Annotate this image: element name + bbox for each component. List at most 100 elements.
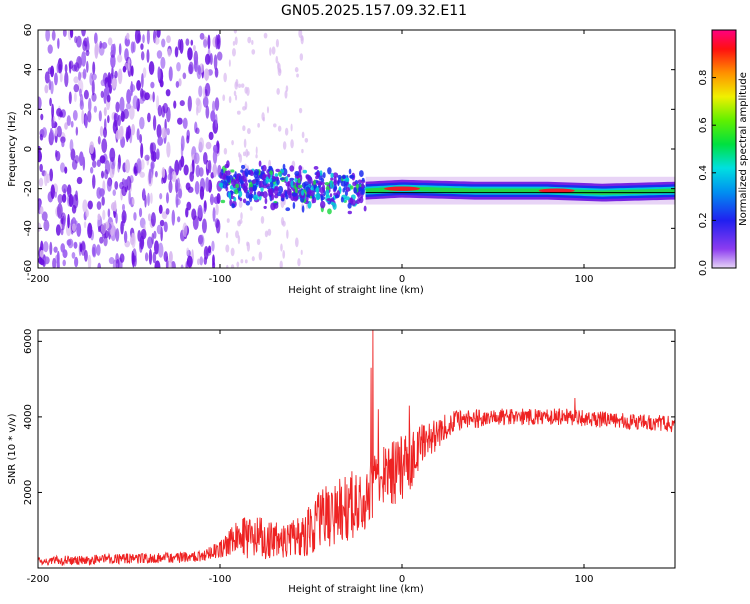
- band-blob: [238, 190, 243, 198]
- noise-blob: [214, 218, 220, 229]
- noise-speck: [277, 67, 282, 77]
- band-blob: [326, 198, 332, 202]
- noise-blob: [216, 192, 221, 204]
- band-blob: [327, 167, 332, 175]
- noise-blob: [81, 30, 86, 37]
- noise-blob: [140, 43, 144, 50]
- noise-blob: [212, 207, 216, 222]
- x-tick-label: 0: [399, 274, 405, 285]
- noise-blob: [73, 76, 79, 84]
- noise-blob: [191, 208, 197, 221]
- noise-blob: [85, 60, 89, 73]
- noise-blob: [156, 30, 161, 39]
- noise-blob: [39, 206, 44, 215]
- noise-blob: [54, 72, 58, 86]
- noise-blob: [50, 184, 55, 200]
- noise-blob: [78, 151, 84, 167]
- noise-blob: [43, 219, 50, 232]
- noise-blob: [115, 258, 120, 268]
- noise-blob: [104, 169, 109, 180]
- noise-blob: [38, 222, 42, 232]
- noise-speck: [243, 138, 247, 149]
- noise-blob: [117, 114, 121, 127]
- noise-blob: [150, 192, 153, 204]
- noise-blob: [64, 166, 68, 174]
- noise-blob: [96, 201, 102, 210]
- noise-speck: [246, 241, 249, 247]
- noise-blob: [165, 208, 170, 215]
- noise-blob: [124, 159, 131, 174]
- noise-blob: [180, 155, 185, 168]
- noise-blob: [216, 51, 223, 61]
- noise-blob: [166, 106, 171, 123]
- noise-blob: [56, 203, 63, 219]
- noise-blob: [41, 211, 48, 222]
- noise-blob: [195, 164, 201, 178]
- band-blob: [330, 177, 334, 181]
- noise-speck: [296, 73, 299, 78]
- band-blob: [253, 194, 259, 201]
- band-blob: [227, 191, 232, 199]
- noise-blob: [130, 41, 135, 54]
- band-blob: [345, 196, 350, 201]
- band-blob: [272, 175, 276, 180]
- band-blob: [297, 178, 301, 184]
- noise-blob: [139, 171, 145, 178]
- noise-blob: [152, 151, 157, 163]
- band-blob: [243, 186, 248, 194]
- noise-speck: [246, 86, 250, 96]
- noise-blob: [197, 65, 201, 75]
- noise-blob: [98, 225, 101, 233]
- noise-blob: [152, 91, 155, 103]
- noise-blob: [61, 193, 67, 203]
- band-blob: [349, 185, 354, 190]
- band-blob: [325, 189, 330, 198]
- noise-blob: [59, 72, 63, 83]
- band-blob: [236, 173, 240, 181]
- noise-blob: [43, 256, 50, 265]
- noise-blob: [71, 223, 77, 232]
- band-blob: [329, 193, 333, 198]
- noise-blob: [196, 258, 201, 266]
- noise-blob: [106, 94, 111, 103]
- noise-blob: [51, 119, 55, 128]
- noise-blob: [203, 207, 206, 214]
- noise-blob: [177, 216, 181, 223]
- heatmap-x-axis: -200 -100 0 100: [27, 30, 594, 285]
- noise-blob: [204, 53, 211, 65]
- colorbar-tick-label: 0.2: [698, 212, 709, 228]
- noise-blob: [110, 54, 116, 69]
- noise-blob: [136, 158, 142, 173]
- noise-blob: [114, 119, 118, 127]
- band-blob: [251, 179, 257, 185]
- noise-blob: [87, 254, 92, 268]
- noise-speck: [257, 123, 260, 128]
- band-blob: [333, 179, 338, 186]
- band-blob: [265, 176, 270, 184]
- noise-blob: [208, 131, 214, 141]
- noise-blob: [212, 100, 216, 113]
- noise-blob: [64, 63, 68, 73]
- band-blob: [357, 179, 362, 184]
- noise-blob: [76, 222, 82, 237]
- noise-speck: [249, 206, 253, 211]
- band-blob: [302, 169, 308, 174]
- band-blob: [249, 186, 254, 195]
- x-tick-label: -200: [27, 574, 50, 585]
- snr-series-line: [38, 330, 675, 567]
- noise-blob: [60, 228, 64, 236]
- band-blob: [226, 160, 230, 168]
- noise-blob: [190, 39, 194, 46]
- noise-blob: [152, 115, 157, 131]
- noise-blob: [60, 243, 66, 253]
- band-blob: [292, 202, 296, 210]
- noise-blob: [76, 176, 83, 185]
- noise-blob: [117, 54, 123, 63]
- noise-blob: [54, 127, 58, 137]
- x-tick-label: 100: [574, 274, 593, 285]
- noise-speck: [238, 200, 243, 208]
- band-blob: [306, 194, 311, 198]
- noise-blob: [66, 115, 71, 127]
- noise-blob: [72, 110, 78, 121]
- noise-blob: [179, 100, 185, 107]
